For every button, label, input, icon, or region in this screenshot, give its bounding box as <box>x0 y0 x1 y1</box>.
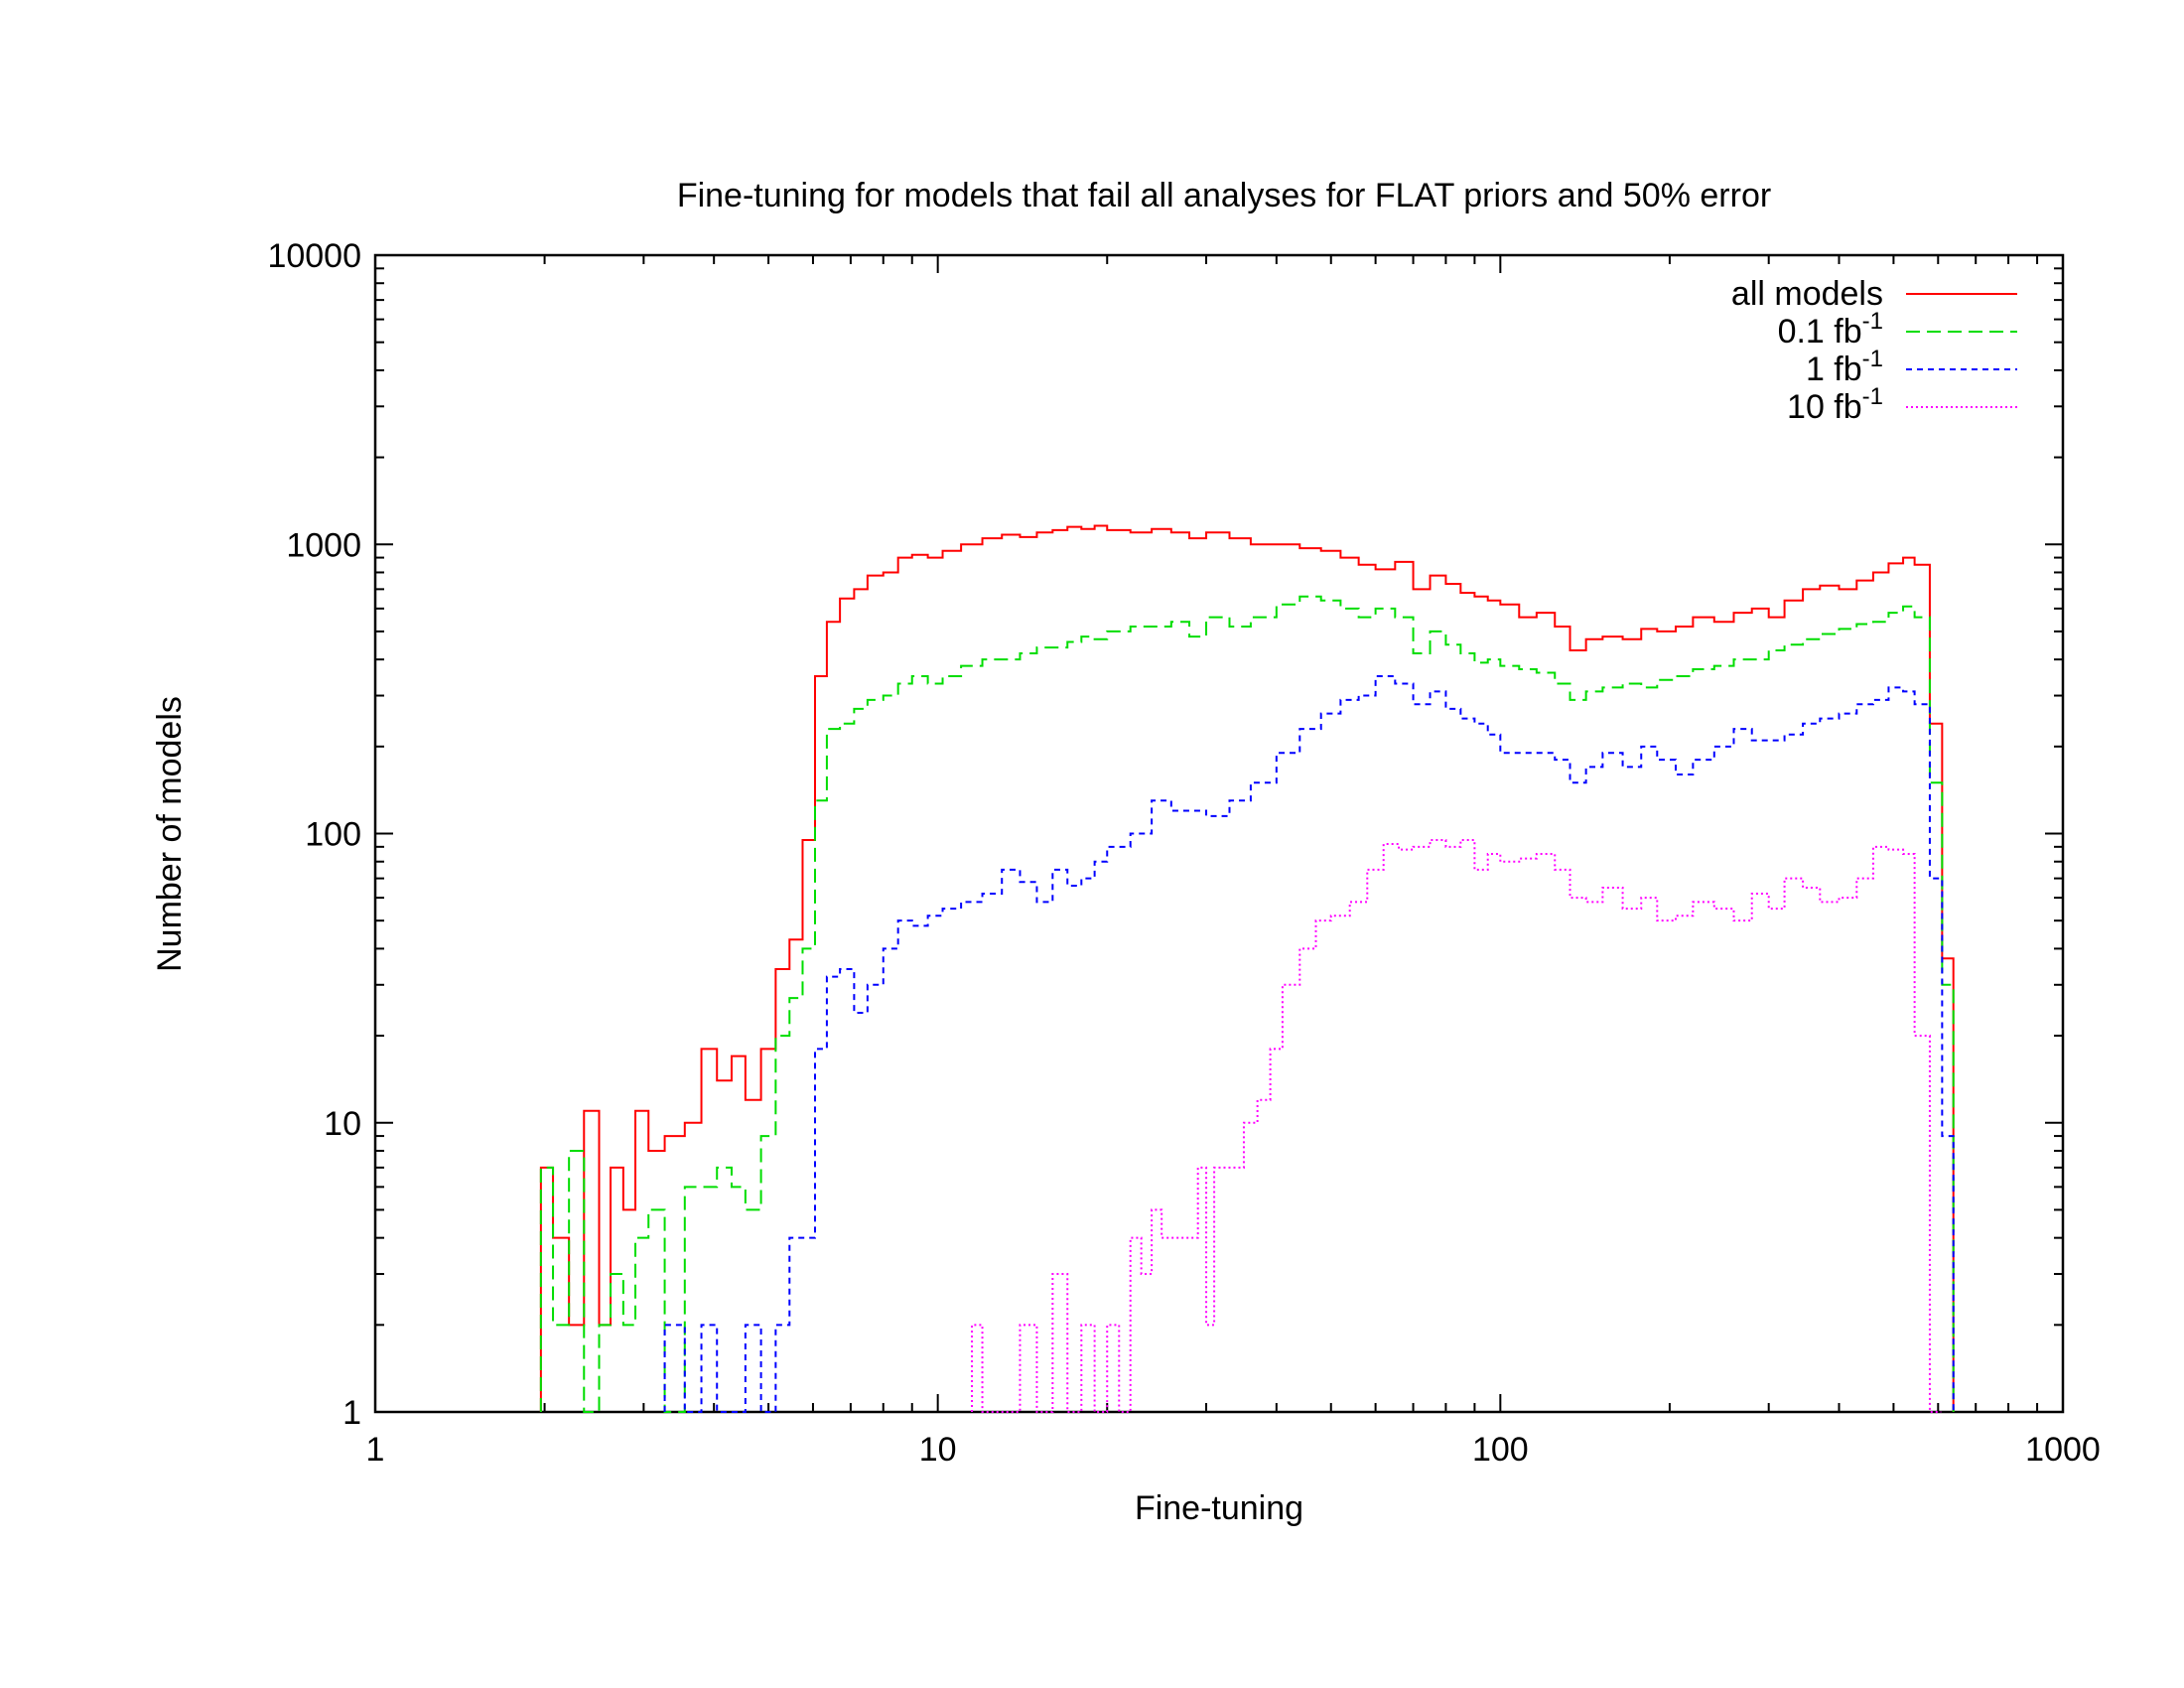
y-tick-label: 1000 <box>286 526 361 564</box>
series-line <box>663 675 1955 1413</box>
legend-label: 1 fb-1 <box>1806 346 1883 388</box>
x-axis: 1 10 100 1000 <box>366 255 2101 1469</box>
x-axis-label: Fine-tuning <box>1135 1489 1303 1527</box>
plot-frame <box>373 253 2065 1414</box>
series-layer <box>539 524 1955 1413</box>
y-tick-label: 100 <box>305 816 361 854</box>
series-line <box>539 595 1955 1413</box>
series-line <box>539 524 1955 1412</box>
y-axis-label: Number of models <box>151 696 189 972</box>
chart-title: Fine-tuning for models that fail all ana… <box>677 177 1771 214</box>
series-line <box>971 838 1942 1413</box>
legend-label-superscript: -1 <box>1862 346 1883 372</box>
y-tick-label: 10000 <box>267 237 361 275</box>
legend-label: 10 fb-1 <box>1787 383 1883 426</box>
legend-label: 0.1 fb-1 <box>1778 308 1883 351</box>
y-tick-label: 1 <box>342 1394 361 1432</box>
x-tick-label: 1000 <box>2025 1431 2101 1469</box>
y-axis: 1 10 100 1000 10000 <box>267 237 2063 1432</box>
legend-label: all models <box>1731 275 1883 313</box>
x-tick-label: 1 <box>366 1431 385 1469</box>
x-tick-label: 10 <box>919 1431 957 1469</box>
x-tick-label: 100 <box>1472 1431 1529 1469</box>
legend-label-superscript: -1 <box>1862 308 1883 335</box>
y-tick-label: 10 <box>324 1105 361 1143</box>
legend-label-superscript: -1 <box>1862 383 1883 410</box>
